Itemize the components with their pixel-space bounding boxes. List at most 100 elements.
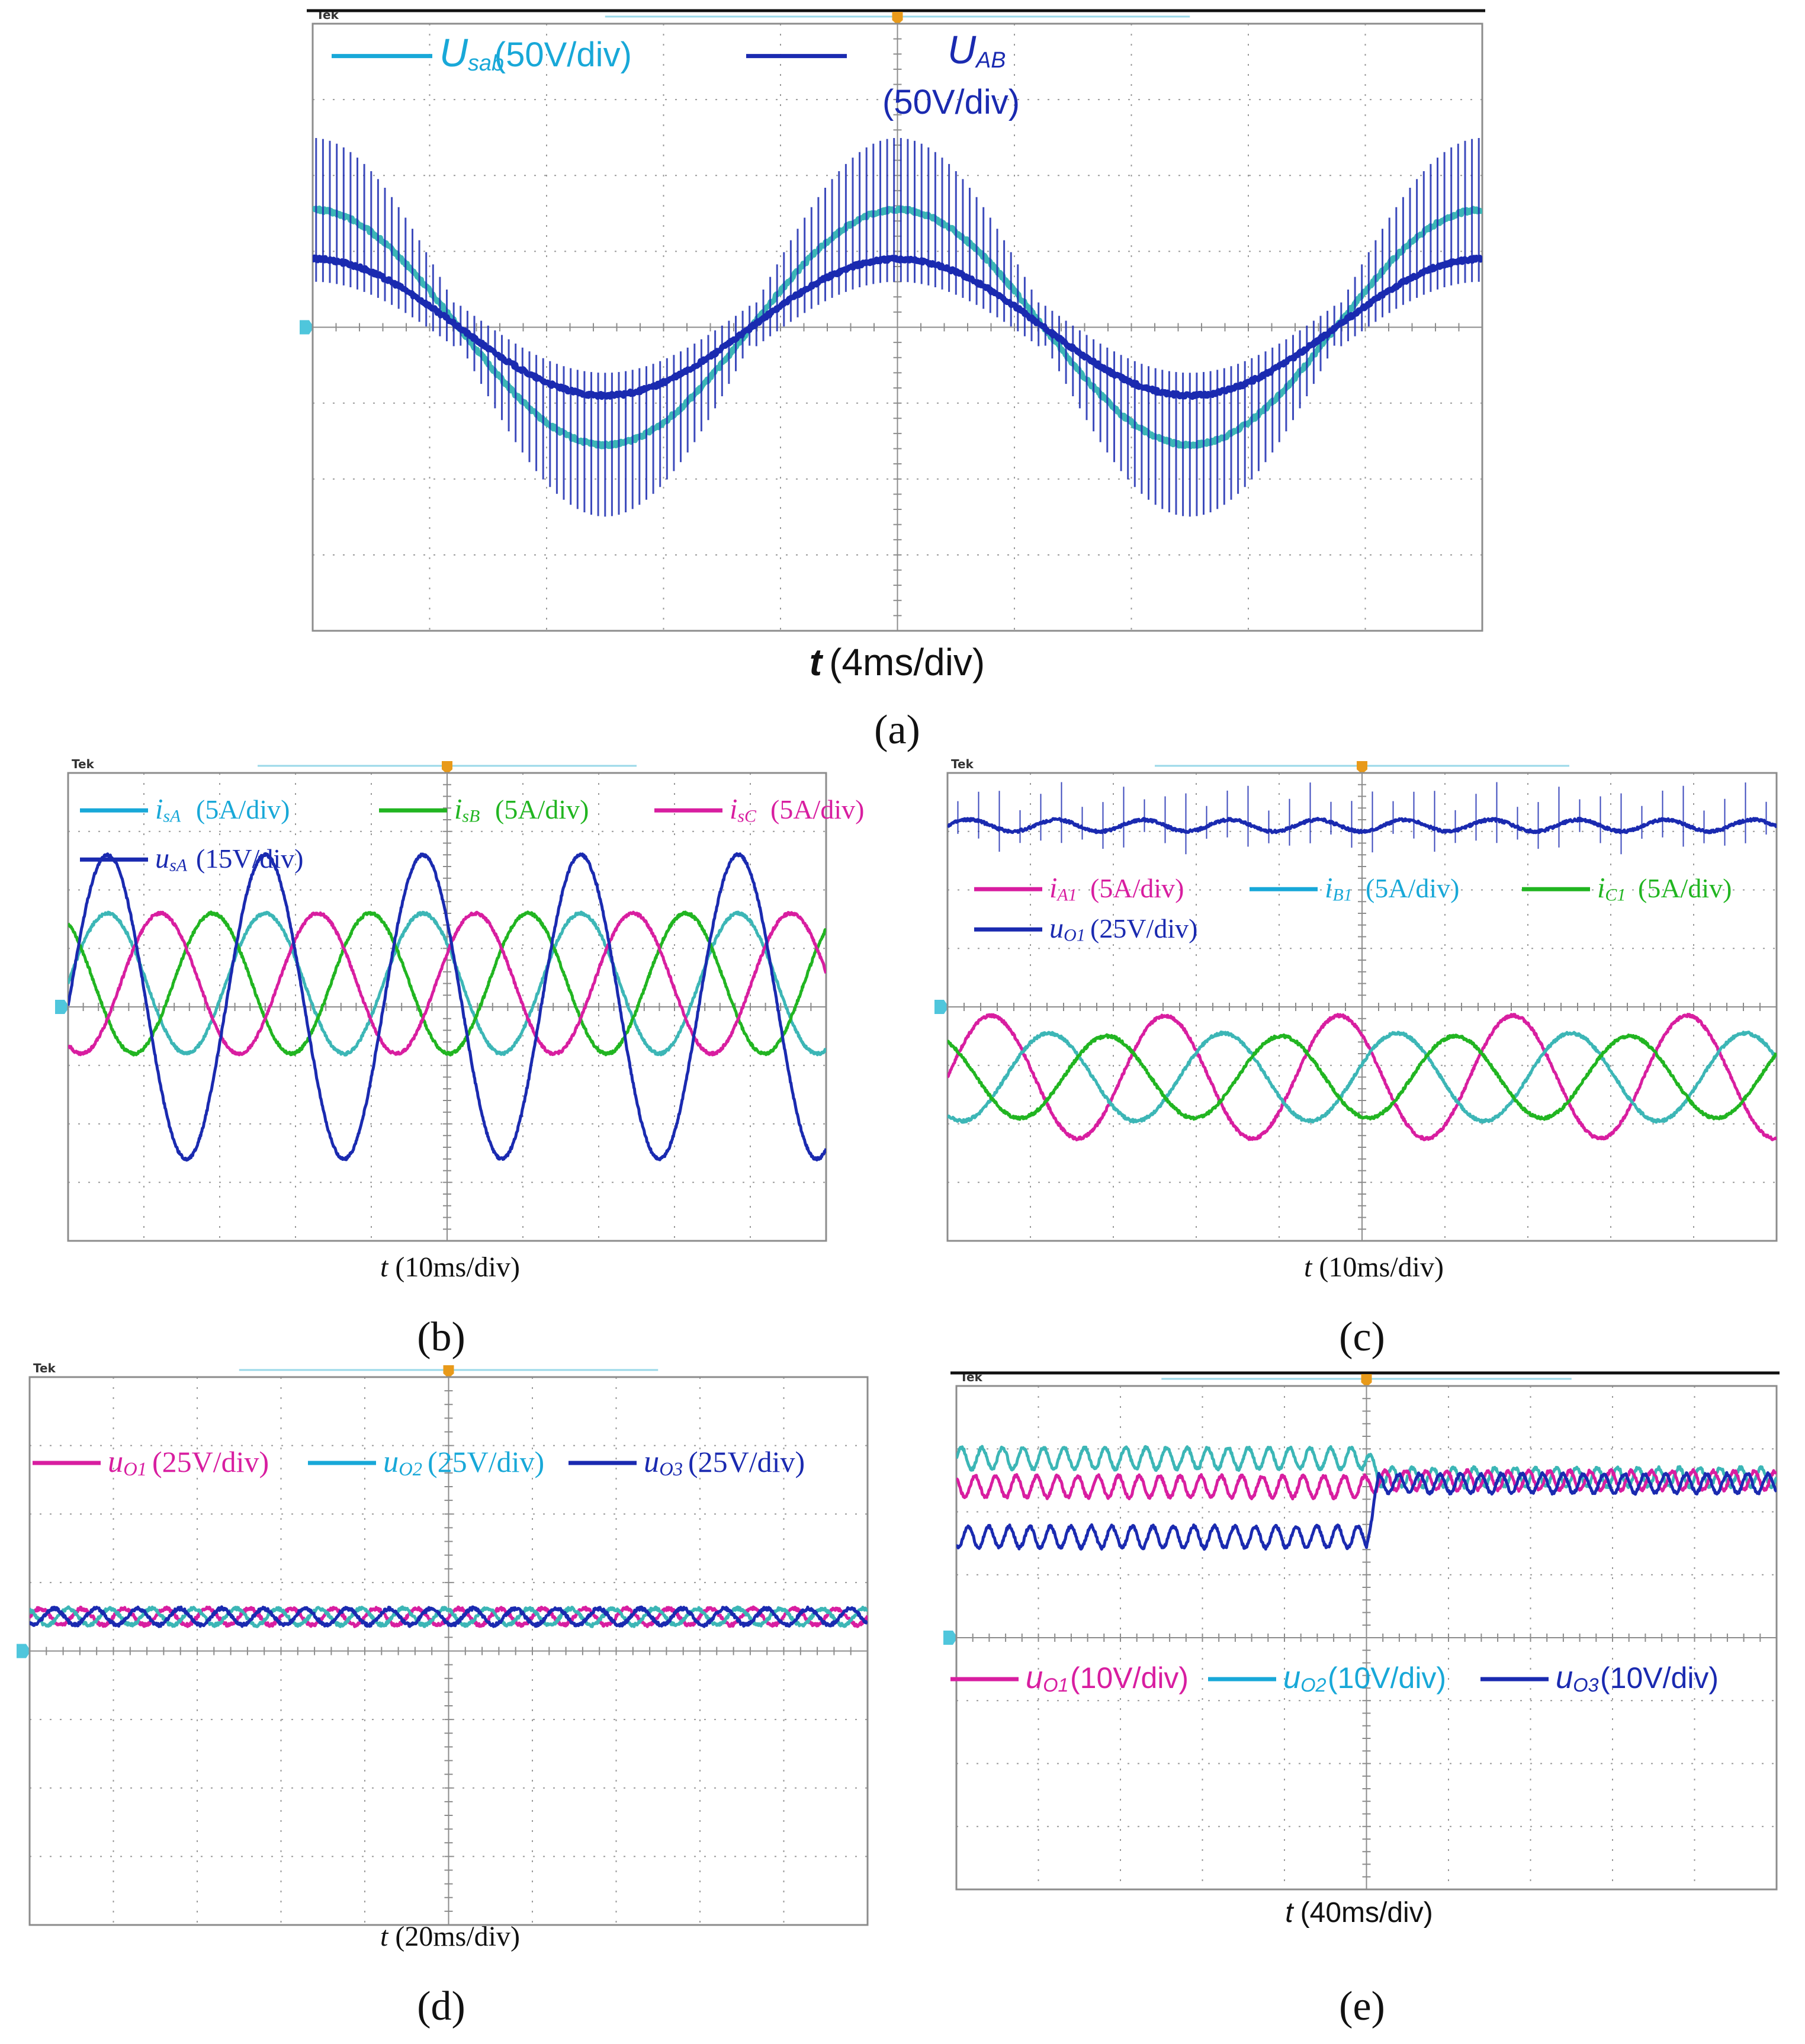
trigger-position-icon xyxy=(1357,761,1367,774)
series-uO1 xyxy=(956,1468,1777,1501)
legend-symbol: uO1 xyxy=(1026,1660,1069,1696)
legend-scale: (10V/div) xyxy=(1600,1661,1719,1695)
scope-frame xyxy=(311,23,1483,632)
legend-subscript: O3 xyxy=(659,1459,683,1480)
ground-marker-icon xyxy=(17,1644,31,1658)
panel-label: (d) xyxy=(417,1984,465,2029)
series-uO1 xyxy=(30,1605,868,1628)
legend-subscript: C1 xyxy=(1605,885,1626,905)
series-isA xyxy=(68,910,826,1057)
scope-brand: Tek xyxy=(72,757,95,771)
legend-subscript: B1 xyxy=(1332,885,1352,905)
scope-frame xyxy=(946,772,1778,1242)
waveforms xyxy=(30,1605,868,1628)
legend-symbol: uO1 xyxy=(1049,913,1085,945)
trigger-position-icon xyxy=(442,761,452,774)
legend-scale: (5A/div) xyxy=(1090,873,1184,903)
ground-marker-icon xyxy=(300,320,314,335)
legend-symbol: usA xyxy=(155,843,188,875)
legend-scale: (5A/div) xyxy=(1366,873,1459,903)
time-axis-caption: t (10ms/div) xyxy=(1304,1252,1444,1283)
time-axis-unit: (10ms/div) xyxy=(1319,1252,1444,1283)
trigger-position-icon xyxy=(1361,1374,1372,1387)
panel-label: (c) xyxy=(1339,1314,1385,1360)
legend-scale: (25V/div) xyxy=(428,1445,544,1478)
legend-scale: (15V/div) xyxy=(196,843,303,874)
scope-brand: Tek xyxy=(951,757,974,771)
legend-subscript: sA xyxy=(169,856,188,875)
legend-scale: (5A/div) xyxy=(495,794,589,824)
legend-subscript: O2 xyxy=(399,1459,422,1480)
time-axis-caption: t (20ms/div) xyxy=(380,1921,520,1952)
series-iC1 xyxy=(948,1033,1777,1121)
legend-symbol: iA1 xyxy=(1049,872,1077,905)
scope-brand: Tek xyxy=(33,1361,56,1375)
time-axis-caption: t (4ms/div) xyxy=(810,641,985,684)
legend-scale: (25V/div) xyxy=(1090,913,1197,944)
legend-symbol: uO2 xyxy=(383,1445,422,1480)
panel-label: (a) xyxy=(874,707,920,753)
legend-symbol: uO3 xyxy=(1556,1660,1599,1696)
legend-scale: (50V/div) xyxy=(882,83,1020,121)
legend-scale: (50V/div) xyxy=(494,36,632,74)
legend-subscript: sB xyxy=(462,807,480,826)
legend-subscript: O1 xyxy=(1064,926,1085,945)
scope-frame xyxy=(67,772,827,1242)
legend-scale: (5A/div) xyxy=(1638,873,1732,903)
legend-subscript: A1 xyxy=(1056,885,1077,905)
legend-subscript: sC xyxy=(737,807,757,826)
legend-symbol: iB1 xyxy=(1325,872,1353,905)
ground-marker-icon xyxy=(934,1000,949,1014)
series-Usab xyxy=(313,206,1482,450)
time-axis-caption: t (40ms/div) xyxy=(1285,1897,1433,1929)
legend-subscript: O1 xyxy=(1043,1674,1068,1696)
legend-scale: (10V/div) xyxy=(1070,1661,1189,1695)
time-axis-var: t xyxy=(380,1921,389,1952)
time-axis-caption: t (10ms/div) xyxy=(380,1252,520,1283)
time-axis-var: t xyxy=(810,641,824,684)
time-axis-var: t xyxy=(1304,1252,1313,1283)
legend-scale: (25V/div) xyxy=(688,1445,805,1478)
series-usA xyxy=(68,852,826,1162)
legend-subscript: O3 xyxy=(1573,1674,1598,1696)
legend-scale: (10V/div) xyxy=(1328,1661,1446,1695)
series-uO3 xyxy=(30,1605,868,1628)
legend-symbol: iC1 xyxy=(1597,872,1626,905)
legend-scale: (5A/div) xyxy=(196,794,290,824)
waveforms xyxy=(956,1445,1777,1551)
legend-scale: (25V/div) xyxy=(152,1445,269,1478)
time-axis-var: t xyxy=(1285,1897,1294,1929)
time-axis-unit: (40ms/div) xyxy=(1300,1897,1433,1929)
legend-symbol: isA xyxy=(155,794,181,826)
panel-label: (b) xyxy=(417,1314,465,1360)
panel-label: (e) xyxy=(1339,1984,1385,2029)
time-axis-unit: (10ms/div) xyxy=(395,1252,520,1283)
waveforms xyxy=(68,852,826,1162)
scope-frame xyxy=(955,1385,1778,1891)
legend-scale: (5A/div) xyxy=(770,794,864,824)
scope-frame xyxy=(28,1376,869,1926)
series-uO2 xyxy=(956,1445,1777,1490)
legend-subscript: AB xyxy=(975,47,1006,72)
series-isB xyxy=(68,910,826,1057)
waveforms xyxy=(948,782,1777,1141)
series-uO2 xyxy=(30,1605,868,1628)
panel-b: Tek isA (5A/div) isB (5A/div) isC (5A/div) usA (… xyxy=(55,757,864,1360)
series-iA1 xyxy=(948,1013,1777,1141)
trigger-position-icon xyxy=(892,12,903,25)
trigger-position-icon xyxy=(443,1365,454,1378)
legend-symbol: uO1 xyxy=(108,1445,147,1480)
series-iB1 xyxy=(948,1030,1777,1124)
legend-subscript: O2 xyxy=(1300,1674,1326,1696)
legend-symbol: isB xyxy=(454,794,480,826)
series-isC xyxy=(68,910,826,1057)
pwm-spikes-uO1 xyxy=(957,782,1767,855)
waveforms xyxy=(313,138,1482,517)
legend-symbol: uO2 xyxy=(1283,1660,1327,1696)
time-axis-unit: (20ms/div) xyxy=(395,1921,520,1952)
time-axis-unit: (4ms/div) xyxy=(829,641,985,684)
series-UAB xyxy=(313,254,1482,400)
